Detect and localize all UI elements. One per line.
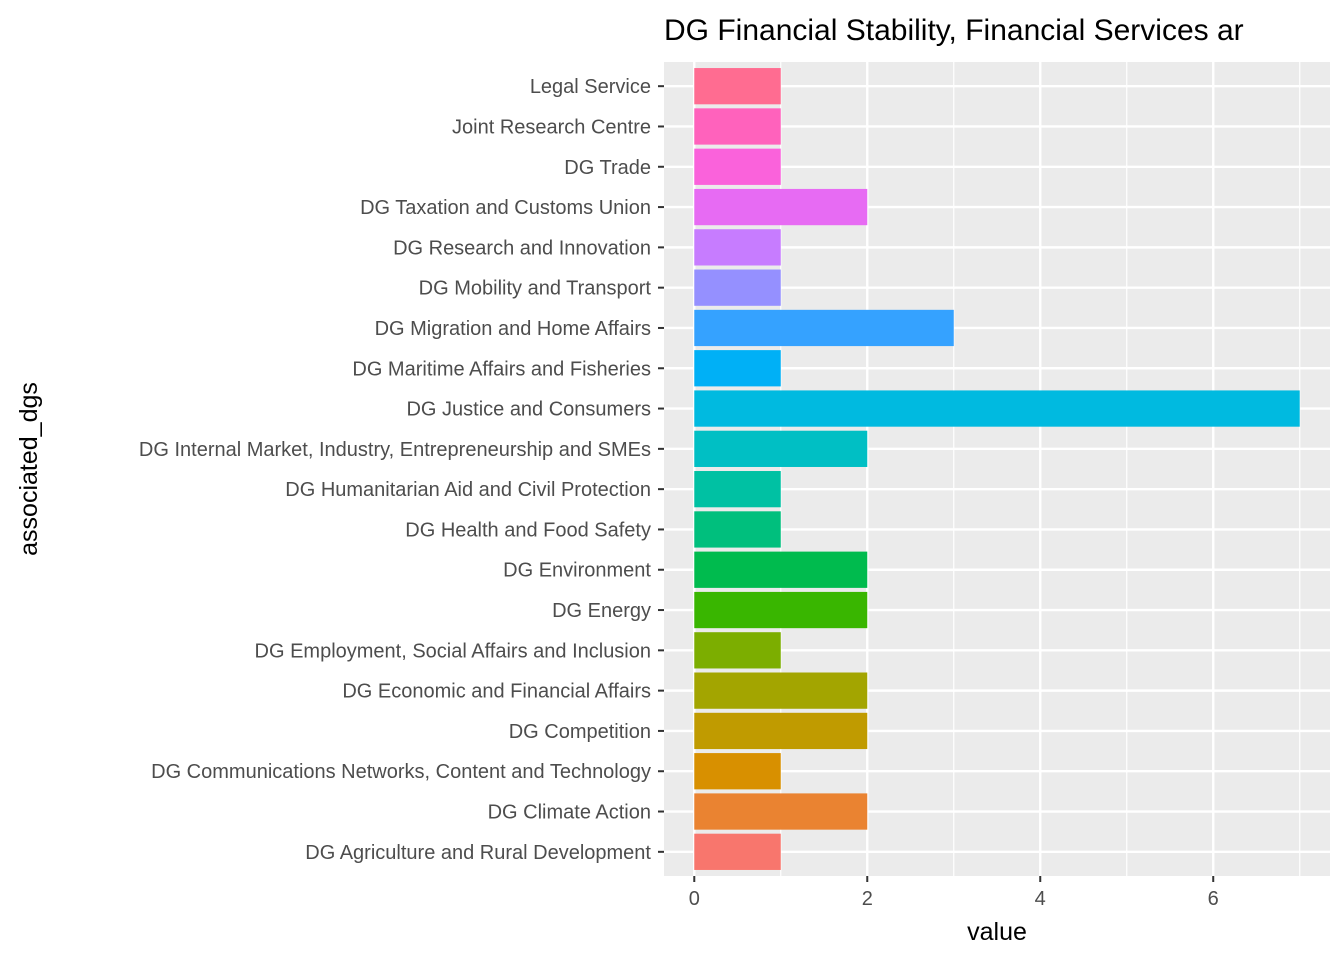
bar: [694, 188, 868, 226]
chart-title: DG Financial Stability, Financial Servic…: [664, 14, 1244, 47]
y-tick-label: DG Humanitarian Aid and Civil Protection: [285, 479, 651, 501]
bar: [694, 591, 868, 629]
y-tick-label: DG Climate Action: [488, 802, 651, 824]
y-tick-label: DG Environment: [503, 560, 651, 582]
bar: [694, 148, 781, 185]
bars: [694, 68, 1300, 870]
y-axis-ticks: DG Agriculture and Rural Development DG C…: [139, 76, 664, 864]
x-tick-label: 2: [862, 888, 873, 910]
y-tick-label: DG Justice and Consumers: [406, 399, 651, 421]
y-tick-label: DG Internal Market, Industry, Entreprene…: [139, 439, 651, 461]
bar: [694, 833, 781, 870]
y-axis-title: associated_dgs: [15, 382, 43, 556]
bar: [694, 68, 781, 105]
y-tick-label: DG Mobility and Transport: [419, 278, 652, 300]
y-tick-label: DG Migration and Home Affairs: [375, 318, 651, 340]
y-tick-label: DG Agriculture and Rural Development: [305, 842, 651, 864]
y-tick-label: DG Employment, Social Affairs and Inclus…: [255, 640, 651, 662]
x-axis-title: value: [967, 918, 1027, 946]
y-tick-label: DG Taxation and Customs Union: [360, 197, 651, 219]
x-tick-label: 0: [689, 888, 700, 910]
x-tick-label: 6: [1208, 888, 1219, 910]
y-tick-label: DG Health and Food Safety: [405, 519, 651, 541]
y-tick-label: DG Competition: [509, 721, 651, 743]
bar: [694, 430, 868, 467]
y-tick-label: DG Energy: [552, 600, 651, 622]
bar: [694, 712, 868, 750]
bar: [694, 269, 781, 306]
bar: [694, 511, 781, 548]
bar: [694, 309, 954, 347]
y-tick-label: DG Communications Networks, Content and …: [151, 761, 651, 783]
y-tick-label: DG Research and Innovation: [393, 237, 651, 259]
bar: [694, 551, 868, 588]
y-tick-label: DG Economic and Financial Affairs: [342, 681, 651, 703]
bar: [694, 793, 868, 830]
y-tick-label: Legal Service: [530, 76, 651, 98]
bar: [694, 390, 1300, 427]
bar: [694, 108, 781, 145]
bar: [694, 753, 781, 790]
x-axis-ticks: 0 2 4 6: [689, 876, 1219, 910]
bar: [694, 632, 781, 669]
y-tick-label: DG Trade: [564, 157, 651, 179]
bar: [694, 350, 781, 387]
bar: [694, 471, 781, 508]
bar: [694, 672, 868, 709]
x-tick-label: 4: [1035, 888, 1046, 910]
y-tick-label: DG Maritime Affairs and Fisheries: [352, 358, 651, 380]
y-tick-label: Joint Research Centre: [452, 116, 651, 138]
bar: [694, 229, 781, 266]
